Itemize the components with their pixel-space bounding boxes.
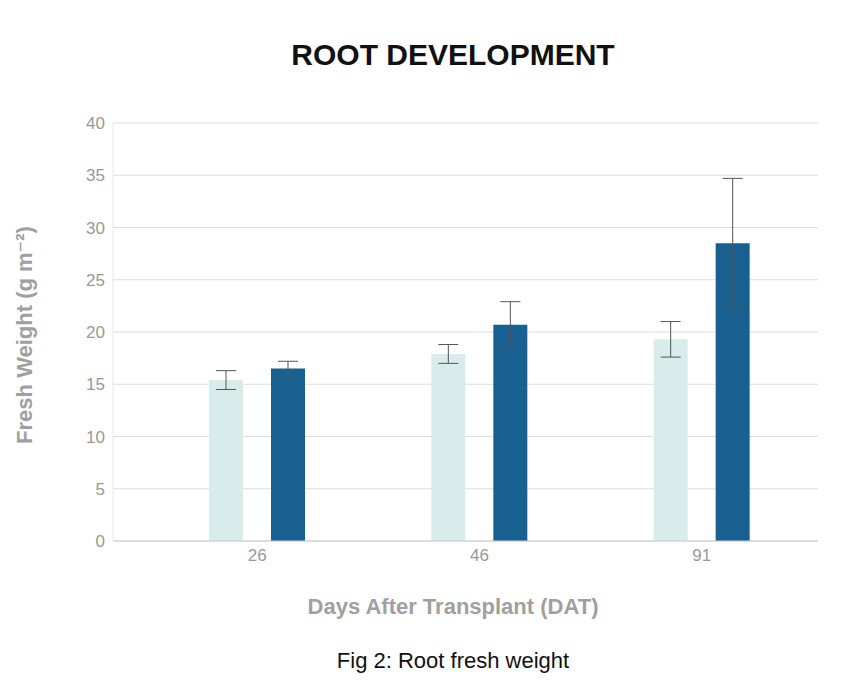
svg-text:15: 15 [86, 375, 105, 394]
svg-text:10: 10 [86, 428, 105, 447]
svg-text:0: 0 [96, 532, 105, 551]
svg-text:91: 91 [692, 546, 711, 565]
svg-text:35: 35 [86, 166, 105, 185]
html-text:Fig 2: Root fresh weight: Fig 2: Root fresh weight [336, 648, 570, 673]
svg-text:40: 40 [86, 114, 105, 133]
svg-text:20: 20 [86, 323, 105, 342]
svg-text:5: 5 [96, 480, 105, 499]
svg-text:46: 46 [470, 546, 489, 565]
svg-text:30: 30 [86, 219, 105, 238]
svg-text:26: 26 [248, 546, 267, 565]
html-text:Fresh Weight (g m⁻²): Fresh Weight (g m⁻²) [12, 226, 37, 444]
html-text:ROOT DEVELOPMENT: ROOT DEVELOPMENT [291, 38, 615, 71]
html-text:Days After Transplant (DAT): Days After Transplant (DAT) [307, 594, 599, 619]
svg-text:25: 25 [86, 271, 105, 290]
